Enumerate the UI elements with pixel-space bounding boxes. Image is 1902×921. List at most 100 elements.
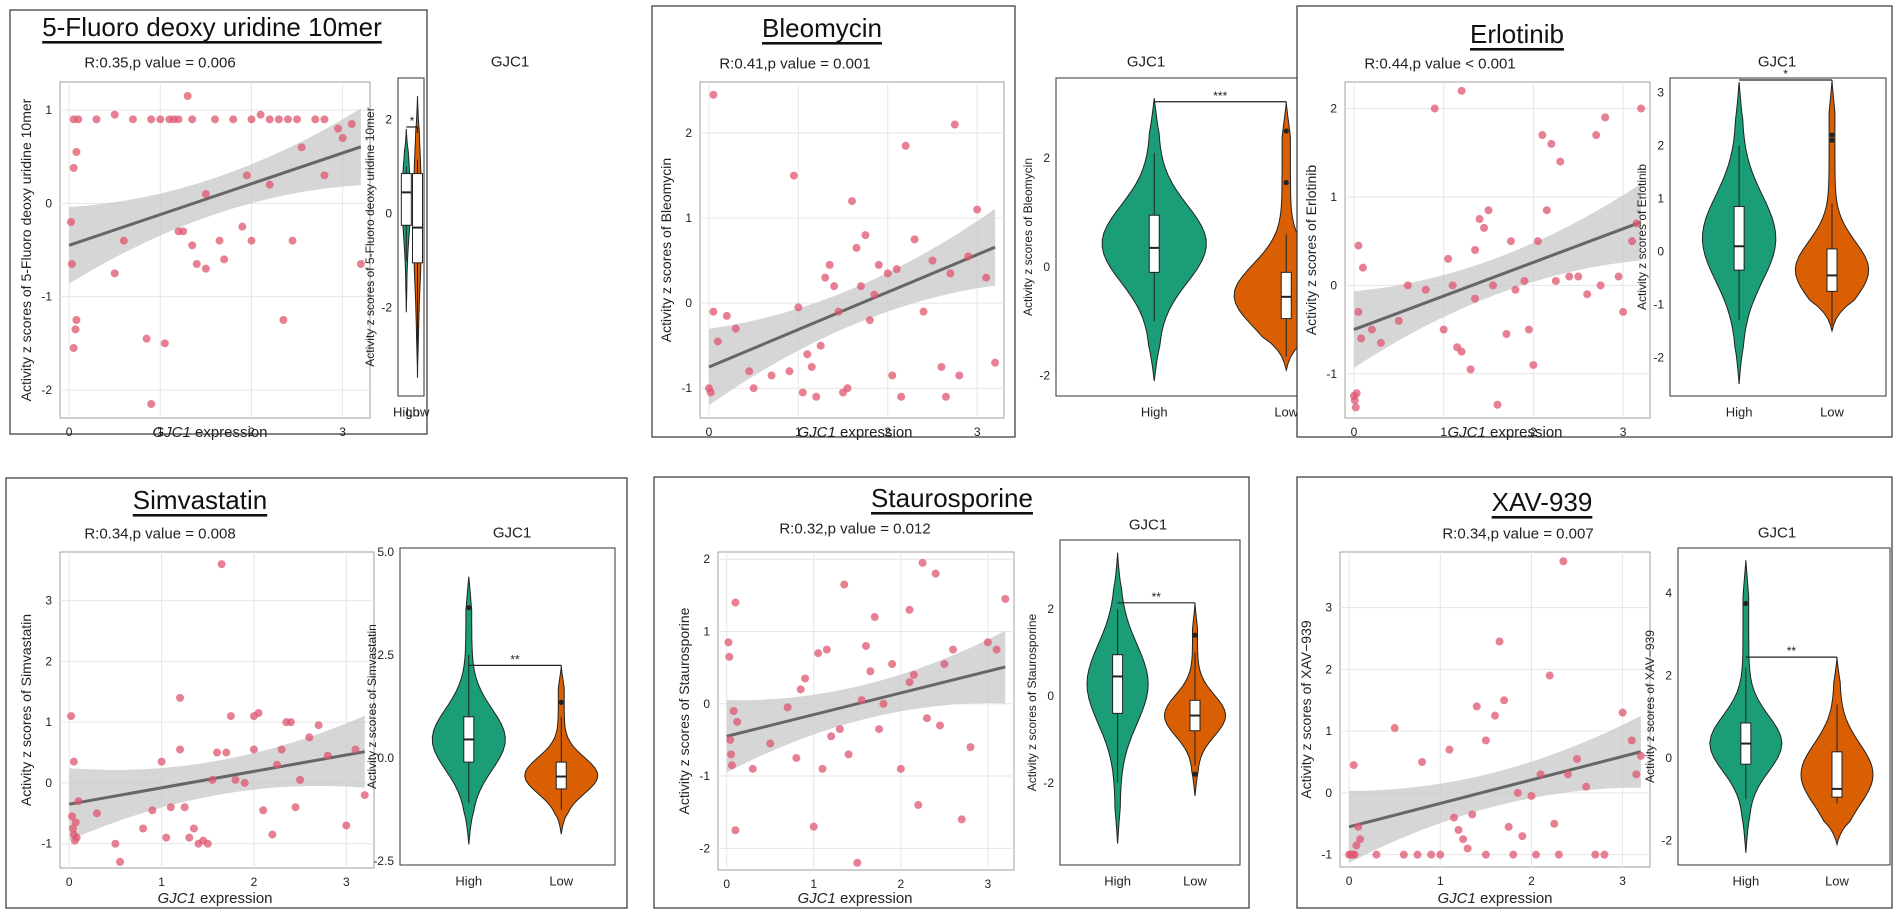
y-axis-label: Activity z scores of Erlotinib <box>1303 165 1319 336</box>
data-point <box>1480 223 1489 232</box>
significance-label: * <box>1783 67 1788 81</box>
data-point <box>1628 237 1637 246</box>
data-point <box>1529 360 1538 369</box>
data-point <box>801 674 810 683</box>
stat-label: R:0.34,p value = 0.008 <box>84 526 235 543</box>
x-tick-label: 0 <box>1351 425 1358 439</box>
data-point <box>870 290 879 299</box>
data-point <box>1500 696 1509 705</box>
x-tick-label: 3 <box>343 875 350 889</box>
data-point <box>201 190 210 198</box>
low-outlier <box>1192 632 1198 638</box>
data-point <box>861 231 870 240</box>
panel-title: Staurosporine <box>871 483 1033 513</box>
data-point <box>825 260 834 269</box>
high-group-label: High <box>455 874 482 889</box>
low-group-label: Low <box>1825 874 1849 889</box>
violin-y-tick-label: 0 <box>1047 689 1054 703</box>
violin-title: GJC1 <box>1127 54 1165 71</box>
data-point <box>865 316 874 325</box>
x-axis-label: GJC1 expression <box>152 424 267 441</box>
data-point <box>1563 770 1572 779</box>
violin-title: GJC1 <box>1758 54 1796 71</box>
x-tick-label: 3 <box>985 877 992 891</box>
data-point <box>1614 272 1623 281</box>
data-point <box>918 558 927 567</box>
violin-y-tick-label: 0 <box>1043 260 1050 274</box>
data-point <box>1632 219 1641 228</box>
data-point <box>291 803 300 812</box>
data-point <box>827 732 836 741</box>
data-point <box>71 325 80 334</box>
data-point <box>950 120 959 129</box>
data-point <box>919 307 928 316</box>
data-point <box>729 707 738 715</box>
data-point <box>1636 751 1645 760</box>
y-tick-label: 0 <box>703 697 710 711</box>
panel-0: 5-Fluoro deoxy uridine 10mer R:0.35,p val… <box>9 9 529 441</box>
y-tick-label: -1 <box>1321 848 1332 862</box>
y-axis-label: Activity z scores of Bleomycin <box>658 158 674 342</box>
violin-y-tick-label: 1 <box>1657 192 1664 206</box>
panel-title: 5-Fluoro deoxy uridine 10mer <box>42 12 382 42</box>
data-point <box>1511 285 1520 294</box>
violin-plot-area <box>399 547 616 866</box>
violin-title: GJC1 <box>1129 517 1167 534</box>
violin-y-tick-label: 2 <box>1047 602 1054 616</box>
data-point <box>1600 850 1609 859</box>
y-tick-label: 1 <box>45 715 52 729</box>
data-point <box>853 858 862 867</box>
data-point <box>1489 281 1498 290</box>
data-point <box>174 115 183 124</box>
data-point <box>69 163 78 172</box>
panel-4: Staurosporine R:0.32,p value = 0.012 0 1 2 3 2… <box>653 476 1250 909</box>
data-point <box>66 218 75 226</box>
data-point <box>731 826 740 835</box>
violin-y-axis-label: Activity z scores of XAV−939 <box>1643 630 1657 783</box>
y-tick-label: 2 <box>703 552 710 566</box>
violin-y-tick-label: -2 <box>1039 369 1050 383</box>
data-point <box>973 205 982 214</box>
data-point <box>259 806 268 815</box>
data-point <box>905 605 914 614</box>
data-point <box>110 269 119 278</box>
data-point <box>1472 702 1481 711</box>
x-tick-label: 0 <box>1346 874 1353 888</box>
data-point <box>71 818 80 827</box>
violin-y-axis-label: Activity z scores of Staurosporine <box>1025 613 1039 791</box>
data-point <box>818 764 827 773</box>
data-point <box>982 273 991 282</box>
x-tick-label: 3 <box>1620 425 1627 439</box>
significance-label: *** <box>1213 89 1227 103</box>
high-box <box>400 173 412 226</box>
regression-line <box>68 145 362 247</box>
data-point <box>67 260 76 268</box>
high-outlier <box>1743 600 1749 607</box>
data-point <box>957 815 966 824</box>
panel-title: Erlotinib <box>1470 19 1564 49</box>
x-tick-label: 2 <box>248 425 255 439</box>
high-box <box>1112 654 1124 714</box>
data-point <box>1358 263 1367 272</box>
data-point <box>936 721 944 730</box>
data-point <box>162 833 171 842</box>
data-point <box>119 236 128 245</box>
data-point <box>870 613 879 622</box>
data-point <box>1466 365 1475 374</box>
low-group-label: Low <box>1274 405 1298 420</box>
data-point <box>68 824 77 833</box>
data-point <box>992 645 1001 654</box>
data-point <box>794 303 803 312</box>
data-point <box>1481 736 1490 745</box>
data-point <box>240 778 249 787</box>
high-group-label: High <box>1732 874 1759 889</box>
y-tick-label: -1 <box>41 290 52 304</box>
data-point <box>1350 850 1359 859</box>
data-point <box>1506 237 1515 246</box>
data-point <box>725 652 734 661</box>
data-point <box>1542 206 1551 215</box>
data-point <box>809 822 818 831</box>
regression-line <box>1348 750 1642 829</box>
data-point <box>852 243 861 252</box>
